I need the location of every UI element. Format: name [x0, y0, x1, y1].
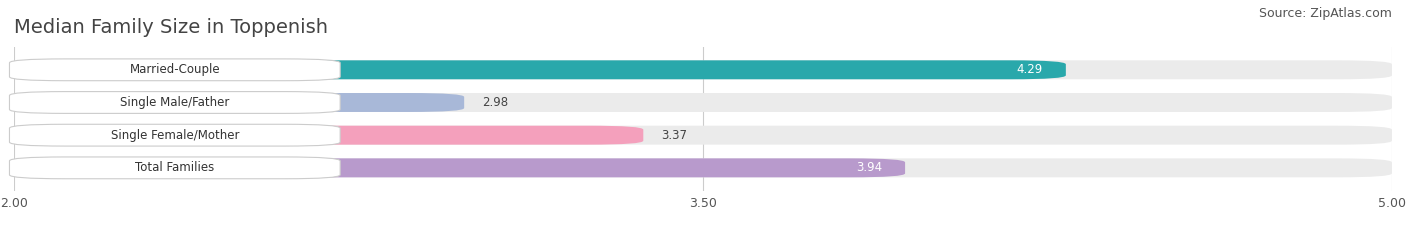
Text: Single Female/Mother: Single Female/Mother — [111, 129, 239, 142]
FancyBboxPatch shape — [14, 158, 1392, 177]
FancyBboxPatch shape — [14, 158, 905, 177]
FancyBboxPatch shape — [14, 60, 1392, 79]
Text: 4.29: 4.29 — [1017, 63, 1043, 76]
FancyBboxPatch shape — [10, 59, 340, 81]
FancyBboxPatch shape — [14, 93, 464, 112]
Text: 2.98: 2.98 — [482, 96, 509, 109]
Text: Median Family Size in Toppenish: Median Family Size in Toppenish — [14, 18, 328, 37]
FancyBboxPatch shape — [10, 124, 340, 146]
FancyBboxPatch shape — [10, 157, 340, 179]
FancyBboxPatch shape — [14, 60, 1066, 79]
Text: Single Male/Father: Single Male/Father — [120, 96, 229, 109]
Text: 3.37: 3.37 — [662, 129, 688, 142]
Text: Married-Couple: Married-Couple — [129, 63, 221, 76]
FancyBboxPatch shape — [14, 126, 1392, 145]
FancyBboxPatch shape — [10, 92, 340, 113]
Text: Source: ZipAtlas.com: Source: ZipAtlas.com — [1258, 7, 1392, 20]
FancyBboxPatch shape — [14, 126, 644, 145]
Text: 3.94: 3.94 — [856, 161, 882, 174]
FancyBboxPatch shape — [14, 93, 1392, 112]
Text: Total Families: Total Families — [135, 161, 215, 174]
